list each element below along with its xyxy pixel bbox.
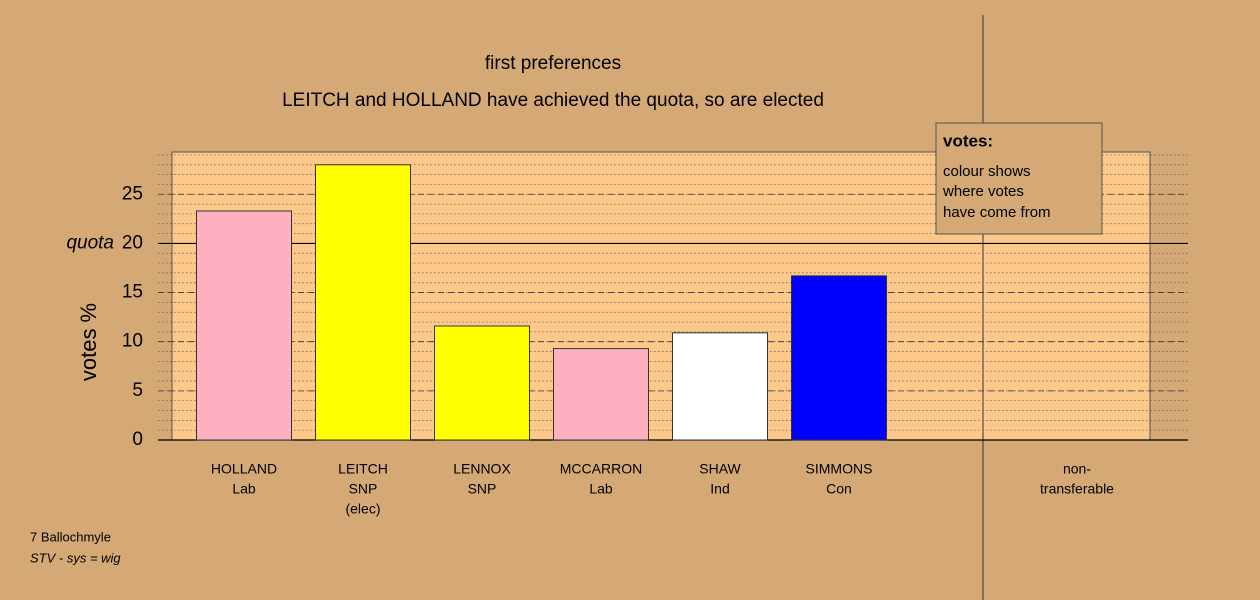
legend-title: votes: bbox=[943, 131, 993, 150]
x-tick-label: HOLLAND bbox=[211, 461, 277, 477]
x-tick-label: MCCARRON bbox=[560, 461, 642, 477]
y-tick-label: 20 bbox=[122, 232, 143, 253]
y-tick-label: 5 bbox=[132, 380, 143, 401]
chart-title: first preferences bbox=[485, 53, 621, 74]
bar bbox=[553, 348, 649, 441]
footer-line: 7 Ballochmyle bbox=[30, 529, 111, 544]
x-tick-label: SNP bbox=[468, 481, 497, 497]
chart-subtitle: LEITCH and HOLLAND have achieved the quo… bbox=[282, 90, 824, 111]
x-tick-label: Con bbox=[826, 481, 852, 497]
x-tick-label: non- bbox=[1063, 461, 1091, 477]
legend-text: colour shows bbox=[943, 163, 1031, 180]
bar bbox=[315, 164, 411, 441]
bar bbox=[672, 332, 768, 441]
y-tick-label: 0 bbox=[132, 429, 143, 450]
x-tick-label: Ind bbox=[710, 481, 729, 497]
bar bbox=[434, 325, 530, 441]
x-tick-label: (elec) bbox=[345, 501, 380, 517]
x-tick-label: SNP bbox=[349, 481, 378, 497]
x-tick-label: LENNOX bbox=[453, 461, 511, 477]
x-tick-label: transferable bbox=[1040, 481, 1114, 497]
x-tick-label: SIMMONS bbox=[806, 461, 873, 477]
y-tick-label: 25 bbox=[122, 183, 143, 204]
quota-label: quota bbox=[66, 232, 114, 253]
y-axis-label: votes % bbox=[76, 303, 101, 381]
x-tick-label: Lab bbox=[232, 481, 256, 497]
y-tick-label: 15 bbox=[122, 282, 143, 303]
x-tick-label: SHAW bbox=[699, 461, 741, 477]
legend: votes: colour shows where votes have com… bbox=[935, 122, 1103, 235]
bar bbox=[791, 275, 887, 441]
legend-box bbox=[935, 122, 1103, 235]
y-tick-label: 10 bbox=[122, 331, 143, 352]
x-tick-label: LEITCH bbox=[338, 461, 388, 477]
legend-text: have come from bbox=[943, 204, 1051, 221]
bar bbox=[196, 210, 292, 441]
footer-line: STV - sys = wig bbox=[30, 550, 121, 565]
x-tick-label: Lab bbox=[589, 481, 613, 497]
legend-text: where votes bbox=[942, 183, 1024, 200]
